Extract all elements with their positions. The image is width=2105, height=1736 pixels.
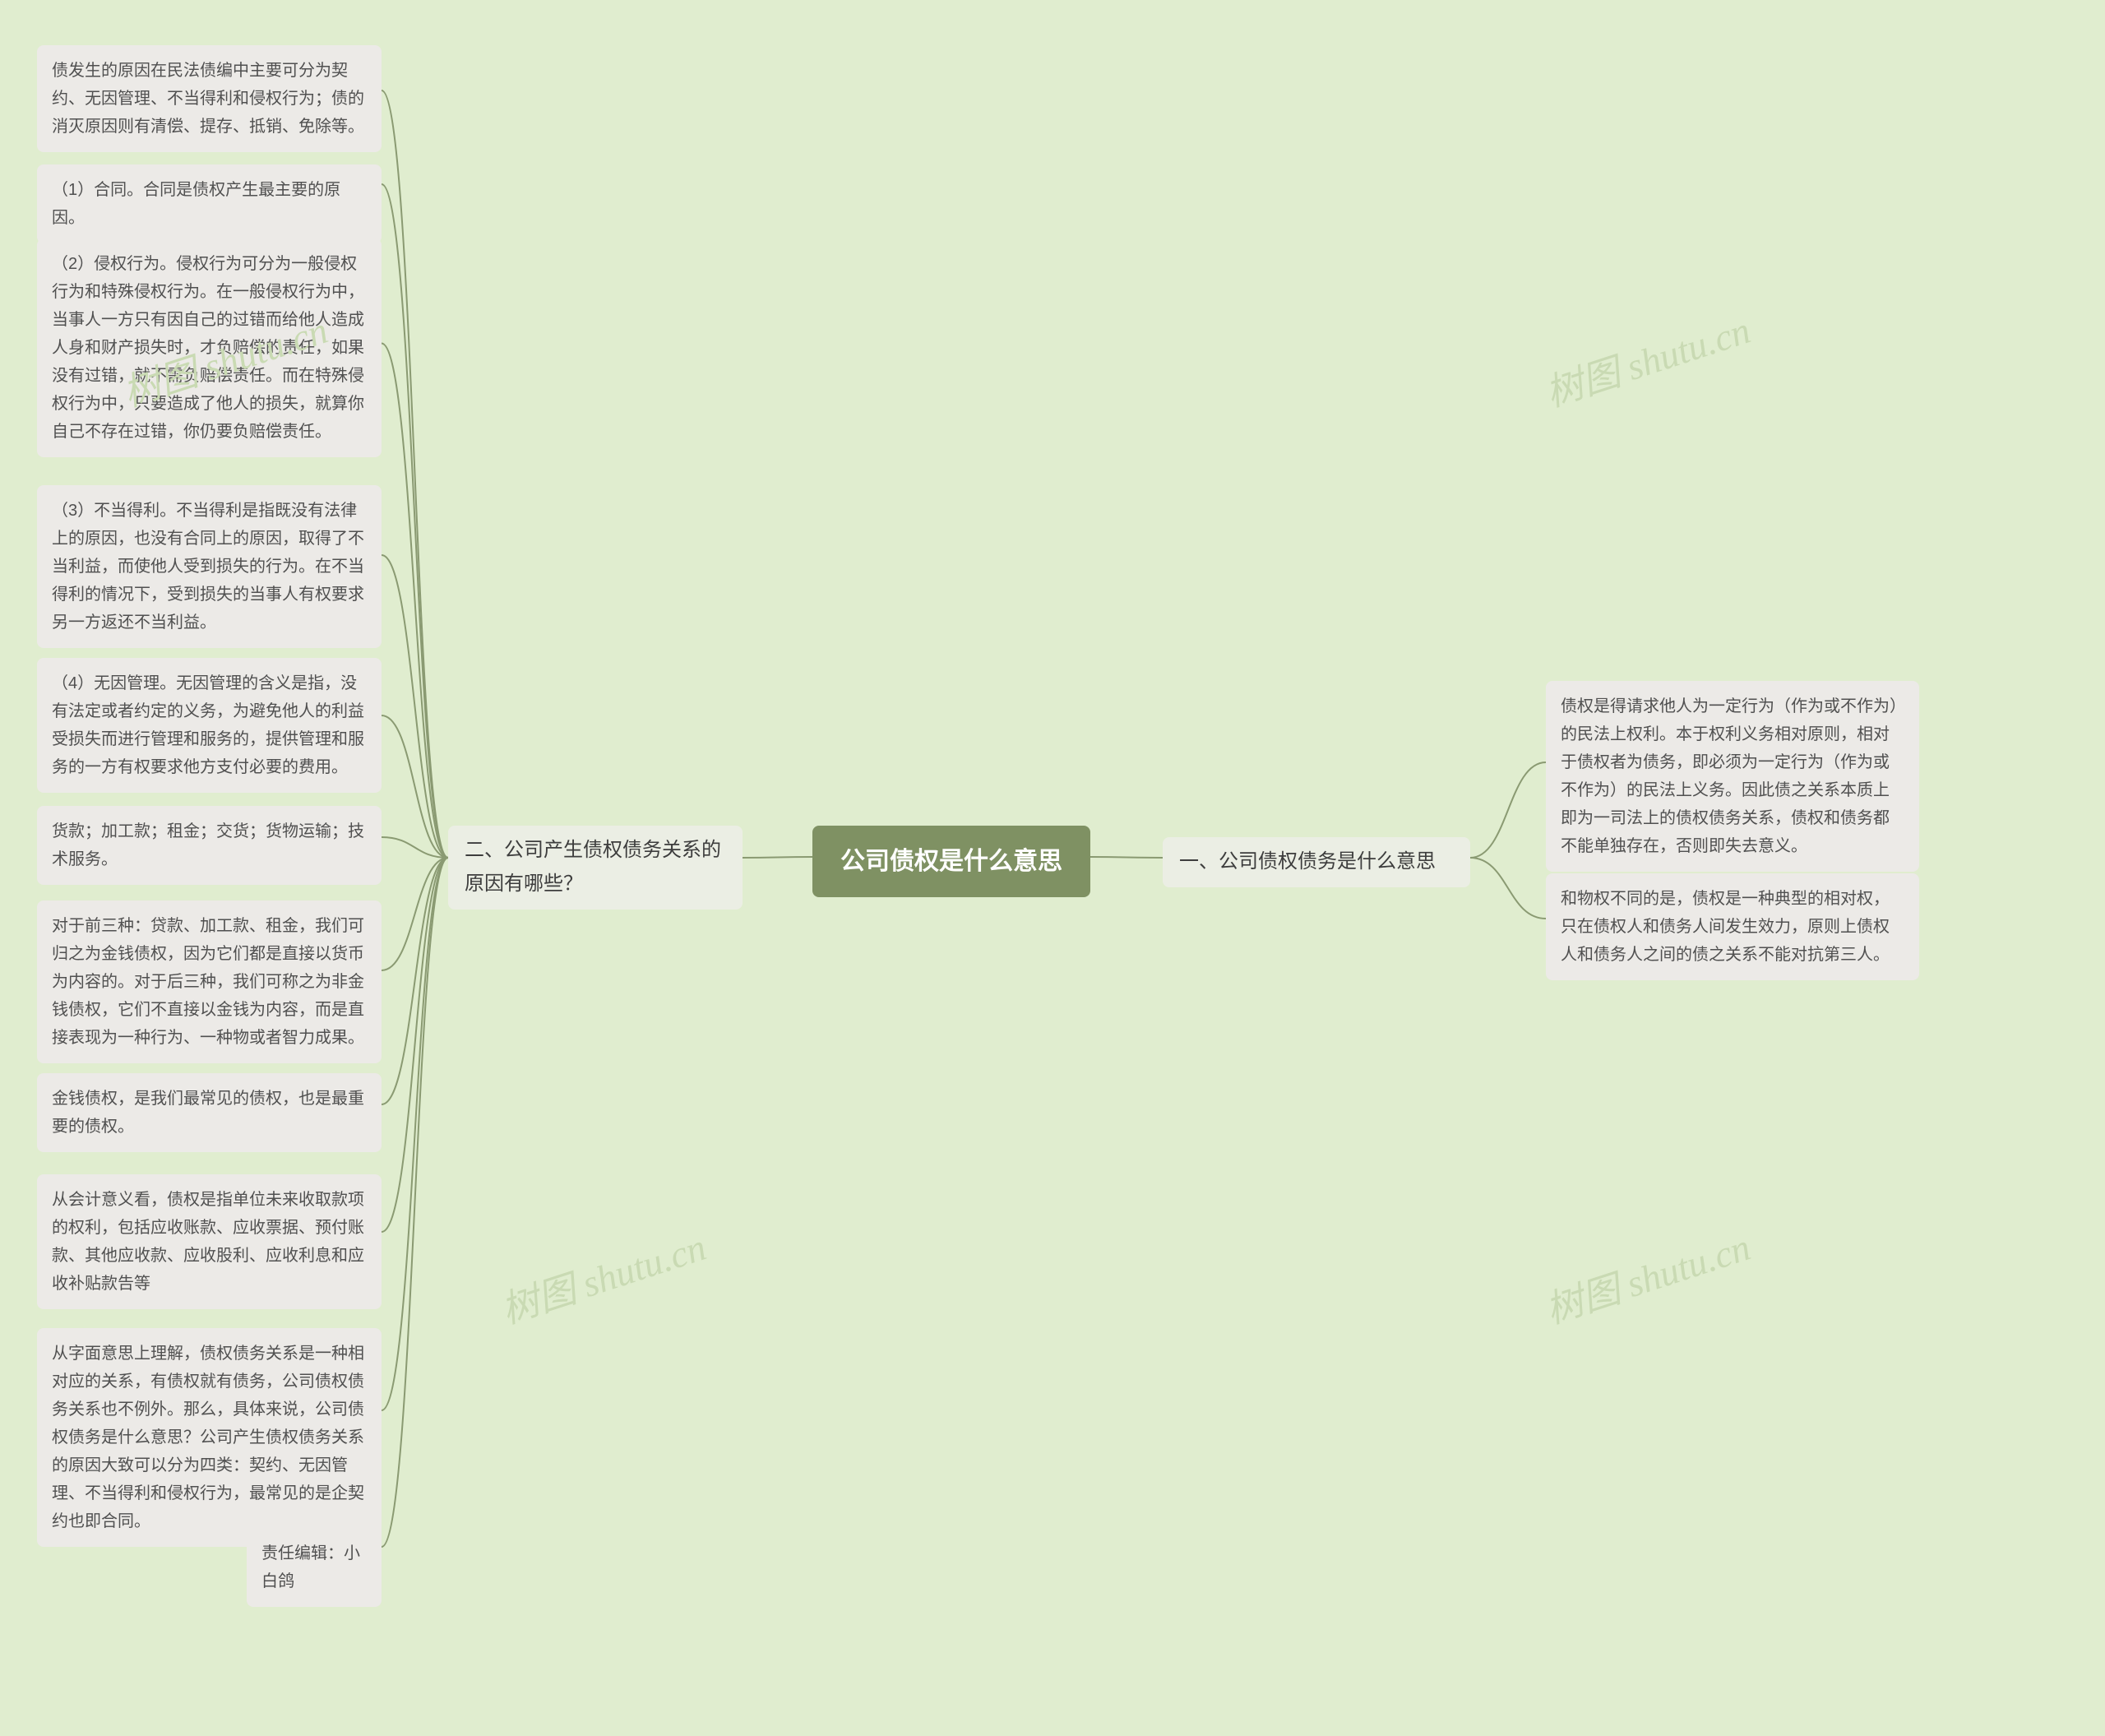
left-leaf-label-0: 债发生的原因在民法债编中主要可分为契约、无因管理、不当得利和侵权行为；债的消灭原… [52,57,367,141]
section-1-node: 一、公司债权债务是什么意思 [1163,837,1470,887]
section-2-node: 二、公司产生债权债务关系的原因有哪些？ [448,826,743,910]
right-leaf-label-1: 和物权不同的是，债权是一种典型的相对权，只在债权人和债务人间发生效力，原则上债权… [1561,885,1904,969]
root-node: 公司债权是什么意思 [812,826,1090,897]
left-leaf-1: （1）合同。合同是债权产生最主要的原因。 [37,164,382,243]
left-leaf-label-7: 金钱债权，是我们最常见的债权，也是最重要的债权。 [52,1085,367,1141]
right-leaf-label-0: 债权是得请求他人为一定行为（作为或不作为）的民法上权利。本于权利义务相对原则，相… [1561,692,1904,860]
left-leaf-3: （3）不当得利。不当得利是指既没有法律上的原因，也没有合同上的原因，取得了不当利… [37,485,382,648]
left-leaf-9: 从字面意思上理解，债权债务关系是一种相对应的关系，有债权就有债务，公司债权债务关… [37,1328,382,1547]
left-leaf-6: 对于前三种：贷款、加工款、租金，我们可归之为金钱债权，因为它们都是直接以货币为内… [37,900,382,1063]
left-leaf-10: 责任编辑：小白鸽 [247,1528,382,1607]
right-leaf-0: 债权是得请求他人为一定行为（作为或不作为）的民法上权利。本于权利义务相对原则，相… [1546,681,1919,872]
left-leaf-8: 从会计意义看，债权是指单位未来收取款项的权利，包括应收账款、应收票据、预付账款、… [37,1174,382,1309]
left-leaf-5: 货款；加工款；租金；交货；货物运输；技术服务。 [37,806,382,885]
left-leaf-0: 债发生的原因在民法债编中主要可分为契约、无因管理、不当得利和侵权行为；债的消灭原… [37,45,382,152]
left-leaf-label-8: 从会计意义看，债权是指单位未来收取款项的权利，包括应收账款、应收票据、预付账款、… [52,1186,367,1298]
left-leaf-7: 金钱债权，是我们最常见的债权，也是最重要的债权。 [37,1073,382,1152]
left-leaf-label-3: （3）不当得利。不当得利是指既没有法律上的原因，也没有合同上的原因，取得了不当利… [52,497,367,637]
left-leaf-label-5: 货款；加工款；租金；交货；货物运输；技术服务。 [52,817,367,873]
left-leaf-label-4: （4）无因管理。无因管理的含义是指，没有法定或者约定的义务，为避免他人的利益受损… [52,669,367,781]
left-leaf-label-6: 对于前三种：贷款、加工款、租金，我们可归之为金钱债权，因为它们都是直接以货币为内… [52,912,367,1052]
left-leaf-label-2: （2）侵权行为。侵权行为可分为一般侵权行为和特殊侵权行为。在一般侵权行为中，当事… [52,250,367,446]
section-2-label: 二、公司产生债权债务关系的原因有哪些？ [465,834,726,901]
left-leaf-label-1: （1）合同。合同是债权产生最主要的原因。 [52,176,367,232]
root-label: 公司债权是什么意思 [840,840,1062,882]
left-leaf-label-9: 从字面意思上理解，债权债务关系是一种相对应的关系，有债权就有债务，公司债权债务关… [52,1340,367,1535]
right-leaf-1: 和物权不同的是，债权是一种典型的相对权，只在债权人和债务人间发生效力，原则上债权… [1546,873,1919,980]
section-1-label: 一、公司债权债务是什么意思 [1179,845,1436,879]
left-leaf-2: （2）侵权行为。侵权行为可分为一般侵权行为和特殊侵权行为。在一般侵权行为中，当事… [37,238,382,457]
left-leaf-label-10: 责任编辑：小白鸽 [261,1539,367,1595]
left-leaf-4: （4）无因管理。无因管理的含义是指，没有法定或者约定的义务，为避免他人的利益受损… [37,658,382,793]
